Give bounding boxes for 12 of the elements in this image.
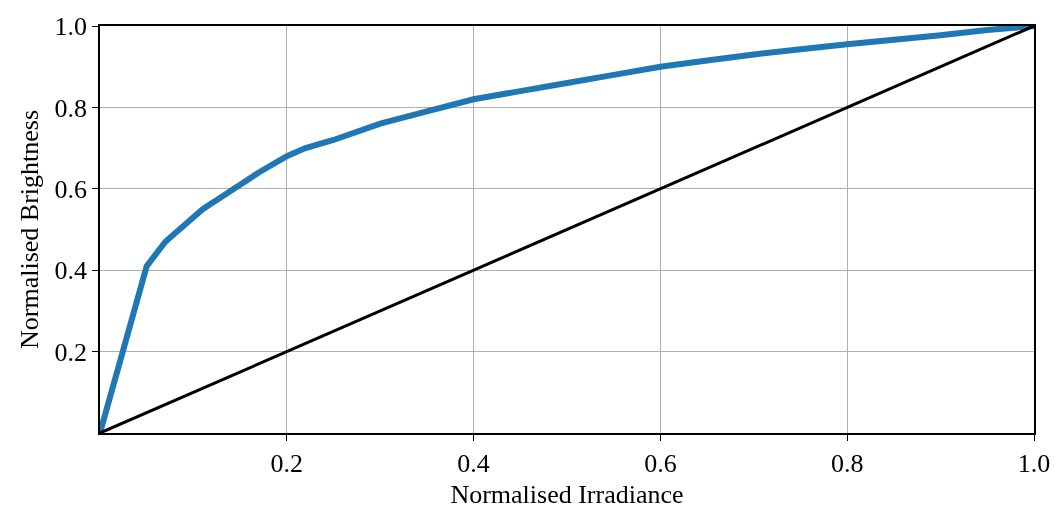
x-axis-title: Normalised Irradiance <box>450 480 684 510</box>
x-tick-label: 0.6 <box>644 448 677 478</box>
x-tick-label: 1.0 <box>1017 448 1051 478</box>
y-tick-label: 0.6 <box>54 174 88 204</box>
y-tick-label: 0.4 <box>54 256 88 286</box>
x-tick-label: 0.2 <box>270 448 304 478</box>
y-tick-label: 1.0 <box>54 12 88 42</box>
x-tick-label: 0.8 <box>830 448 864 478</box>
y-tick-label: 0.2 <box>54 337 88 367</box>
y-tick-label: 0.8 <box>54 93 88 123</box>
y-axis-title: Normalised Brightness <box>15 109 45 350</box>
x-tick-label: 0.4 <box>457 448 490 478</box>
